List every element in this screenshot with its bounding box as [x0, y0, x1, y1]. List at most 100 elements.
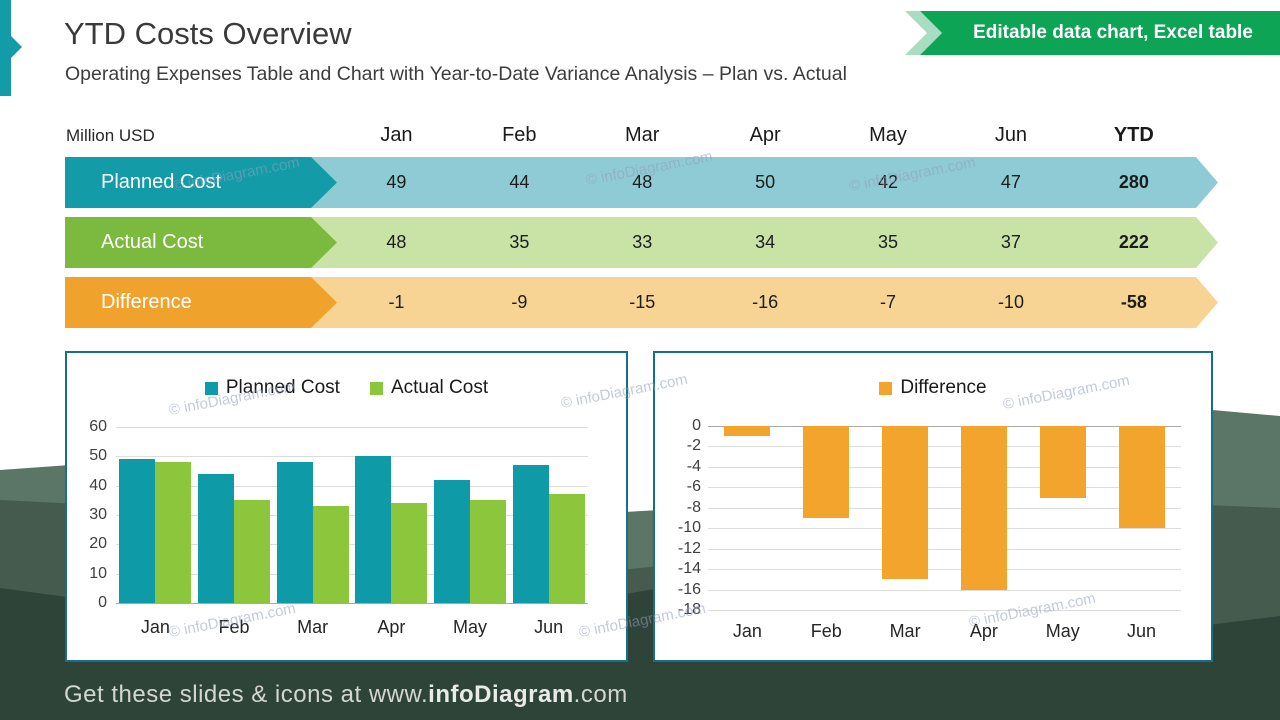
gridline — [708, 507, 1181, 509]
x-tick-label: Mar — [889, 621, 921, 641]
y-tick-label: -12 — [677, 539, 701, 557]
table-cell: 48 — [386, 232, 407, 252]
x-tick-label: May — [1045, 621, 1080, 641]
column-header: May — [869, 124, 907, 146]
x-tick-label: Jan — [140, 617, 170, 637]
table-cell: 37 — [1000, 232, 1021, 252]
gridline — [116, 515, 588, 516]
bar — [312, 506, 349, 603]
bar — [724, 426, 771, 437]
gridline — [708, 548, 1181, 550]
table-cell: 44 — [509, 172, 530, 192]
table-cell: 280 — [1118, 172, 1149, 192]
table-cell: -1 — [388, 292, 405, 312]
badge-label: Editable data chart, Excel table — [973, 22, 1253, 43]
bar — [119, 459, 156, 603]
bar — [434, 479, 470, 603]
footer: Get these slides & icons at www.infoDiag… — [64, 681, 628, 709]
table-cell: 35 — [878, 232, 899, 252]
bar — [1118, 426, 1165, 529]
bar — [276, 462, 313, 603]
row-label: Actual Cost — [65, 217, 337, 268]
column-header: Apr — [749, 124, 781, 146]
legend-item: Actual Cost — [369, 377, 489, 399]
table-row: Planned Cost 49 44 48 50 42 47 280 — [65, 157, 1218, 208]
row-label: Planned Cost — [65, 157, 337, 208]
bar — [198, 473, 234, 603]
y-tick-label: 10 — [89, 564, 107, 582]
gridline — [116, 485, 588, 487]
bar — [512, 465, 549, 603]
difference-chart: Difference 0 -2 -4 -6 -8 -10 -12 -14 -16 -18 Jan Feb… — [653, 351, 1213, 662]
column-header: Feb — [502, 124, 537, 146]
gridline — [708, 569, 1181, 571]
cost-table: Million USD Jan Feb Mar Apr May Jun YTD Planne… — [65, 118, 1218, 330]
table-cell: 33 — [632, 232, 653, 252]
units-label: Million USD — [66, 126, 155, 145]
x-tick-label: Apr — [969, 621, 998, 641]
table-cell: 222 — [1118, 232, 1149, 252]
bar — [391, 503, 428, 603]
gridline — [116, 573, 588, 575]
y-tick-label: -6 — [686, 478, 701, 496]
gridline — [116, 427, 588, 428]
page-title: YTD Costs Overview — [64, 16, 352, 51]
chart-legend: Difference — [655, 377, 1211, 399]
x-tick-label: Mar — [297, 617, 329, 637]
x-tick-label: Feb — [218, 617, 250, 637]
column-header: Mar — [625, 124, 660, 146]
accent-bar-icon — [0, 0, 22, 96]
table-cell: 34 — [755, 232, 776, 252]
y-tick-label: 60 — [89, 418, 107, 435]
bar — [960, 426, 1007, 590]
y-tick-label: 50 — [89, 447, 107, 465]
legend-swatch-icon — [369, 381, 383, 395]
badge-bar: Editable data chart, Excel table — [920, 11, 1280, 55]
y-tick-label: -16 — [677, 580, 701, 598]
footer-suffix: .com — [573, 681, 628, 708]
legend-swatch-icon — [204, 381, 218, 395]
gridline — [708, 487, 1181, 489]
bar — [548, 494, 585, 603]
x-tick-label: Jan — [732, 621, 762, 641]
table-cell: 49 — [386, 172, 407, 192]
page-subtitle: Operating Expenses Table and Chart with … — [65, 63, 847, 85]
table-cell: -7 — [880, 292, 897, 312]
legend-swatch-icon — [879, 381, 893, 395]
y-tick-label: -18 — [677, 601, 701, 618]
legend-label: Difference — [900, 377, 987, 398]
table-cell: 48 — [632, 172, 653, 192]
table-cell: 50 — [755, 172, 776, 192]
table-cell: -9 — [511, 292, 528, 312]
bar — [234, 500, 270, 603]
gridline — [116, 603, 588, 604]
footer-text: Get these slides & icons at www. — [64, 681, 429, 708]
y-tick-label: -14 — [677, 560, 701, 578]
table-row: Actual Cost 48 35 33 34 35 37 222 — [65, 217, 1218, 268]
gridline — [116, 544, 588, 546]
y-tick-label: 0 — [98, 594, 107, 611]
legend-item: Difference — [879, 377, 987, 399]
column-header: Jun — [994, 124, 1028, 146]
legend-label: Actual Cost — [390, 377, 489, 398]
table-cell: -10 — [997, 292, 1024, 312]
y-tick-label: 20 — [89, 535, 107, 553]
y-tick-label: -2 — [686, 437, 701, 455]
gridline — [708, 426, 1181, 427]
table-cell: 35 — [509, 232, 530, 252]
footer-brand-link[interactable]: infoDiagram — [428, 681, 574, 708]
gridline — [708, 610, 1181, 611]
y-tick-label: -4 — [686, 457, 701, 475]
planned-vs-actual-chart: Planned Cost Actual Cost 0 10 20 30 40 50 60 Jan F… — [65, 351, 628, 662]
table-row: Difference -1 -9 -15 -16 -7 -10 -58 — [65, 277, 1218, 328]
table-cell: 47 — [1000, 172, 1021, 192]
bar — [155, 462, 192, 603]
table-cell: 42 — [878, 172, 899, 192]
y-tick-label: -8 — [686, 498, 701, 516]
row-label: Difference — [65, 277, 337, 328]
chevron-right-icon — [905, 11, 942, 55]
column-header: YTD — [1113, 124, 1154, 146]
badge: Editable data chart, Excel table — [905, 11, 1280, 55]
y-tick-label: 0 — [692, 417, 701, 434]
